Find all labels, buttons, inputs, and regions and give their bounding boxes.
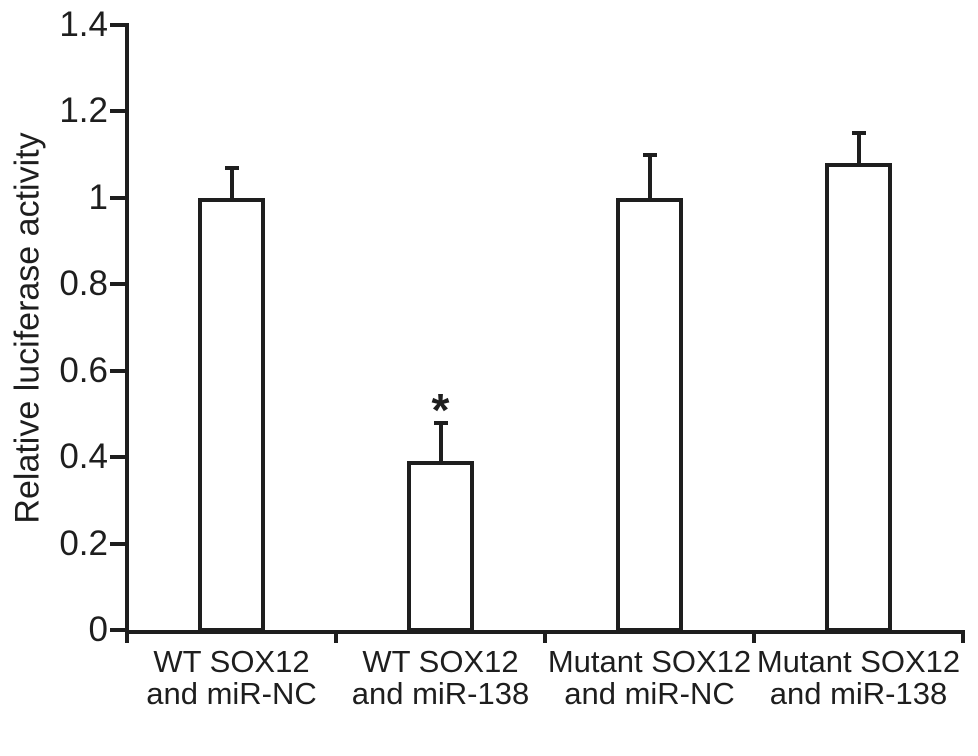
error-bar [438, 422, 443, 466]
x-category-label: WT SOX12 and miR-NC [126, 646, 338, 709]
error-bar-cap [433, 420, 448, 425]
x-category-label-line: and miR-NC [146, 675, 317, 711]
x-tick [543, 630, 547, 643]
error-bar-cap [851, 131, 866, 136]
y-tick [110, 195, 125, 200]
x-category-label-line: and miR-138 [351, 675, 530, 711]
x-category-label: WT SOX12 and miR-138 [335, 646, 547, 709]
x-tick [961, 630, 965, 643]
bar [198, 197, 265, 632]
y-tick-label: 1.2 [59, 91, 108, 131]
y-tick-label: 0 [88, 610, 108, 649]
y-tick [110, 23, 125, 27]
y-axis-line [125, 23, 129, 632]
y-tick-label: 1 [88, 177, 108, 217]
x-category-label-line: WT SOX12 [362, 644, 519, 679]
significance-asterisk: * [431, 383, 450, 436]
x-tick [125, 630, 129, 643]
x-tick [752, 630, 756, 643]
x-category-label: Mutant SOX12 and miR-NC [544, 646, 756, 709]
y-tick-label: 0.2 [59, 523, 108, 563]
x-category-label-line: and miR-NC [564, 675, 735, 711]
error-bar [229, 167, 234, 202]
error-bar [647, 154, 652, 202]
y-tick [110, 282, 125, 287]
x-category-label: Mutant SOX12 and miR-138 [753, 646, 965, 709]
error-bar-cap [642, 152, 657, 157]
bar [616, 197, 683, 632]
y-tick [110, 628, 125, 632]
y-tick [110, 368, 125, 373]
bar [407, 461, 474, 632]
error-bar [856, 133, 861, 168]
x-category-label-line: Mutant SOX12 [547, 644, 752, 679]
bar [825, 163, 892, 632]
y-tick [110, 541, 125, 546]
x-category-label-line: Mutant SOX12 [756, 644, 961, 679]
y-tick-label: 1.4 [59, 5, 108, 44]
error-bar-cap [224, 165, 239, 170]
y-tick-label: 0.4 [59, 437, 108, 477]
x-category-label-line: WT SOX12 [153, 644, 310, 679]
x-tick [334, 630, 338, 643]
y-tick [110, 455, 125, 460]
y-tick-label: 0.6 [59, 350, 108, 390]
y-tick-label: 0.8 [59, 264, 108, 304]
x-category-label-line: and miR-138 [769, 675, 948, 711]
y-tick [110, 109, 125, 114]
